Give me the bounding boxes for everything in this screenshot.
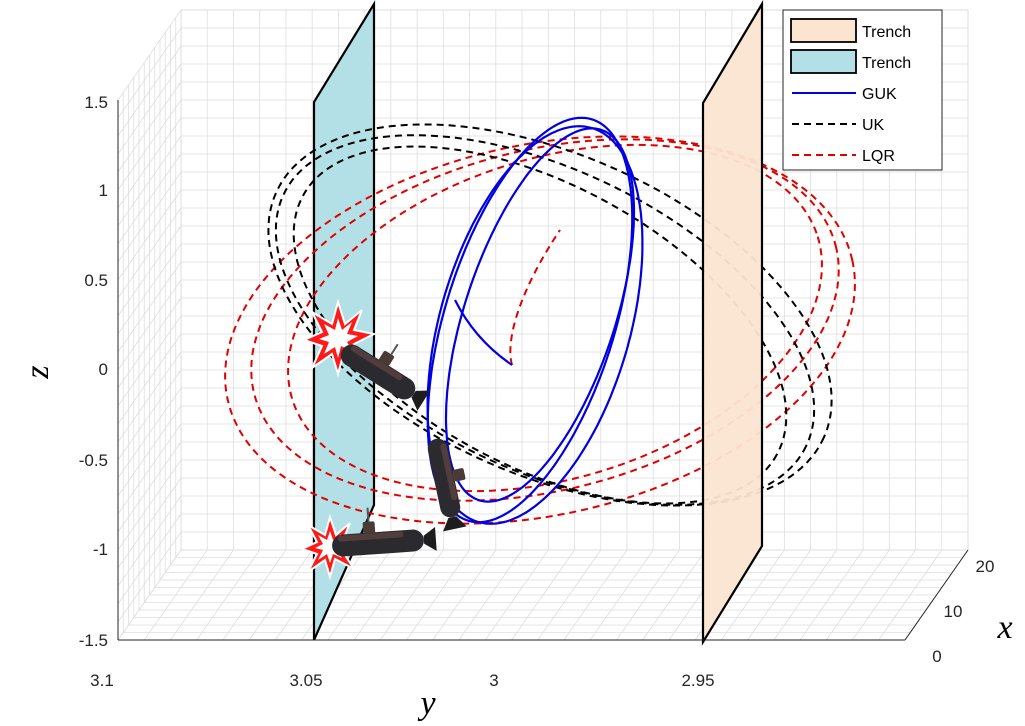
y-tick-label: 3 xyxy=(489,671,498,690)
series-guk-path xyxy=(426,125,644,525)
y-axis-ticks: 3.1 3.05 3 2.95 xyxy=(90,671,714,690)
submarine-lower xyxy=(332,507,437,557)
legend: Trench Trench GUK UK LQR xyxy=(782,9,943,171)
z-tick-label: -0.5 xyxy=(79,451,108,470)
trench-wall-right xyxy=(701,0,764,646)
y-tick-label: 3.1 xyxy=(90,671,114,690)
x-tick-label: 10 xyxy=(944,602,963,621)
legend-swatch xyxy=(790,49,857,74)
x-tick-label: 0 xyxy=(932,647,941,666)
z-tick-label: 0 xyxy=(99,360,108,379)
z-tick-label: -1.5 xyxy=(79,631,108,650)
z-tick-label: 0.5 xyxy=(84,271,108,290)
z-tick-label: 1.5 xyxy=(84,93,108,112)
z-tick-label: -1 xyxy=(93,540,108,559)
y-tick-label: 3.05 xyxy=(289,671,322,690)
legend-label: GUK xyxy=(862,86,897,103)
submarine-middle xyxy=(427,438,467,532)
series-guk-path xyxy=(444,127,636,503)
z-axis-ticks: 1.5 1 0.5 0 -0.5 -1 -1.5 xyxy=(79,93,108,650)
z-axis-label: z xyxy=(19,365,56,379)
y-tick-label: 2.95 xyxy=(681,671,714,690)
z-tick-label: 1 xyxy=(99,181,108,200)
x-axis-label: x xyxy=(996,609,1012,646)
series-front-layer xyxy=(426,116,644,525)
axes-frame xyxy=(117,100,969,641)
legend-label: LQR xyxy=(862,148,895,165)
legend-label: Trench xyxy=(862,24,911,41)
legend-swatch xyxy=(790,18,857,43)
series-lqr-start xyxy=(509,229,561,366)
submarine-upper xyxy=(340,343,431,411)
series-guk-start xyxy=(454,299,513,366)
y-axis-label: y xyxy=(417,685,436,722)
x-tick-label: 20 xyxy=(976,557,995,576)
series-uk-path xyxy=(292,145,788,505)
legend-label: Trench xyxy=(862,55,911,72)
legend-label: UK xyxy=(862,117,885,134)
x-axis-ticks: 0 10 20 xyxy=(932,557,994,666)
series-guk-path xyxy=(426,116,634,524)
